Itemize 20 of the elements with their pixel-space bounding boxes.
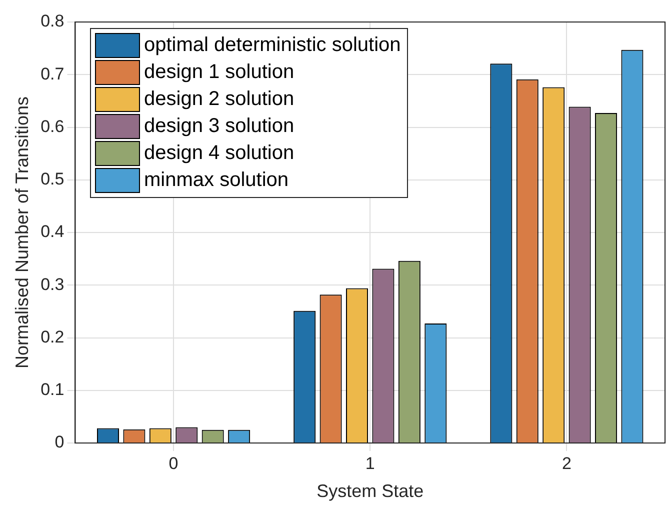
- y-tick-label: 0.8: [40, 12, 64, 31]
- y-tick-label: 0.5: [40, 170, 64, 189]
- x-axis-title: System State: [316, 481, 424, 502]
- y-axis-title: Normalised Number of Transitions: [12, 96, 32, 369]
- y-tick-label: 0.6: [40, 116, 64, 136]
- legend-label: design 1 solution: [144, 60, 294, 85]
- y-tick-label: 0.3: [40, 274, 64, 294]
- x-tick-label: 0: [168, 454, 178, 473]
- y-tick-label: 0.1: [40, 380, 64, 400]
- y-tick-label: 0: [54, 432, 64, 452]
- y-tick-label: 0.7: [40, 64, 64, 84]
- legend-label: design 3 solution: [144, 114, 294, 139]
- x-tick-label: 2: [562, 454, 572, 473]
- legend-label: design 4 solution: [144, 141, 294, 166]
- legend-label: design 2 solution: [144, 87, 294, 112]
- y-tick-label: 0.4: [40, 222, 64, 242]
- legend-label: optimal deterministic solution: [144, 33, 401, 58]
- legend-label: minmax solution: [144, 168, 289, 193]
- x-tick-label: 1: [365, 454, 375, 473]
- y-tick-label: 0.2: [40, 327, 64, 346]
